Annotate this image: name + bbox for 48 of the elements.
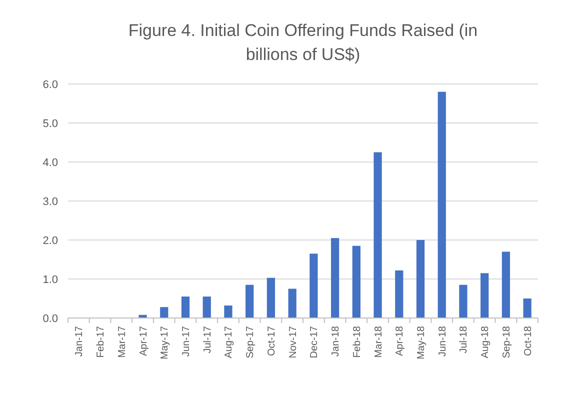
x-tick-label: Feb-17 (96, 326, 107, 358)
y-tick-label: 1.0 (42, 274, 58, 286)
bar (288, 288, 296, 318)
x-tick-label: Nov-17 (288, 326, 299, 358)
x-tick-label: Aug-18 (480, 326, 492, 358)
x-tick-label: Dec-17 (309, 326, 320, 358)
bar (224, 306, 232, 318)
x-tick-label: Jan-18 (330, 326, 342, 357)
bar (330, 238, 340, 318)
bar (523, 298, 532, 318)
y-tick-label: 2.0 (42, 234, 58, 247)
bar (438, 92, 446, 318)
bar (160, 307, 168, 318)
x-tick-label: Oct-17 (266, 326, 278, 356)
y-tick-label: 0.0 (42, 312, 58, 325)
x-tick-label: May-17 (160, 326, 171, 360)
y-tick-label: 5.0 (42, 118, 58, 130)
bar (266, 278, 276, 318)
y-tick-label: 3.0 (42, 196, 58, 208)
bar (416, 240, 425, 318)
y-tick-label: 6.0 (42, 78, 58, 91)
y-tick-label: 4.0 (42, 156, 58, 169)
x-tick-label: Oct-18 (522, 326, 534, 356)
x-tick-label: Sep-18 (501, 326, 512, 358)
bar (502, 252, 510, 318)
x-tick-label: Jul-18 (458, 326, 470, 354)
bar (395, 270, 404, 318)
x-tick-label: Apr-18 (394, 326, 406, 356)
bar (181, 296, 190, 318)
bar (310, 254, 318, 318)
bar (459, 284, 468, 318)
bar (480, 273, 489, 318)
x-tick-label: May-18 (416, 326, 427, 360)
bar (246, 284, 254, 318)
x-tick-label: Mar-18 (373, 326, 384, 358)
x-tick-label: Sep-17 (245, 326, 256, 358)
x-tick-label: Aug-17 (224, 326, 235, 358)
bar (374, 152, 382, 318)
x-tick-label: Mar-17 (116, 326, 128, 358)
x-tick-label: Feb-18 (352, 326, 363, 358)
x-tick-label: Apr-17 (138, 326, 150, 356)
x-tick-label: Jan-17 (74, 326, 86, 357)
x-tick-label: Jun-17 (181, 326, 192, 357)
x-tick-label: Jul-17 (202, 326, 214, 354)
bar (202, 296, 211, 318)
bar (352, 246, 360, 318)
chart-title: Figure 4. Initial Coin Offering Funds Raised (in billions of US$) (128, 21, 478, 64)
x-tick-label: Jun-18 (437, 326, 448, 357)
